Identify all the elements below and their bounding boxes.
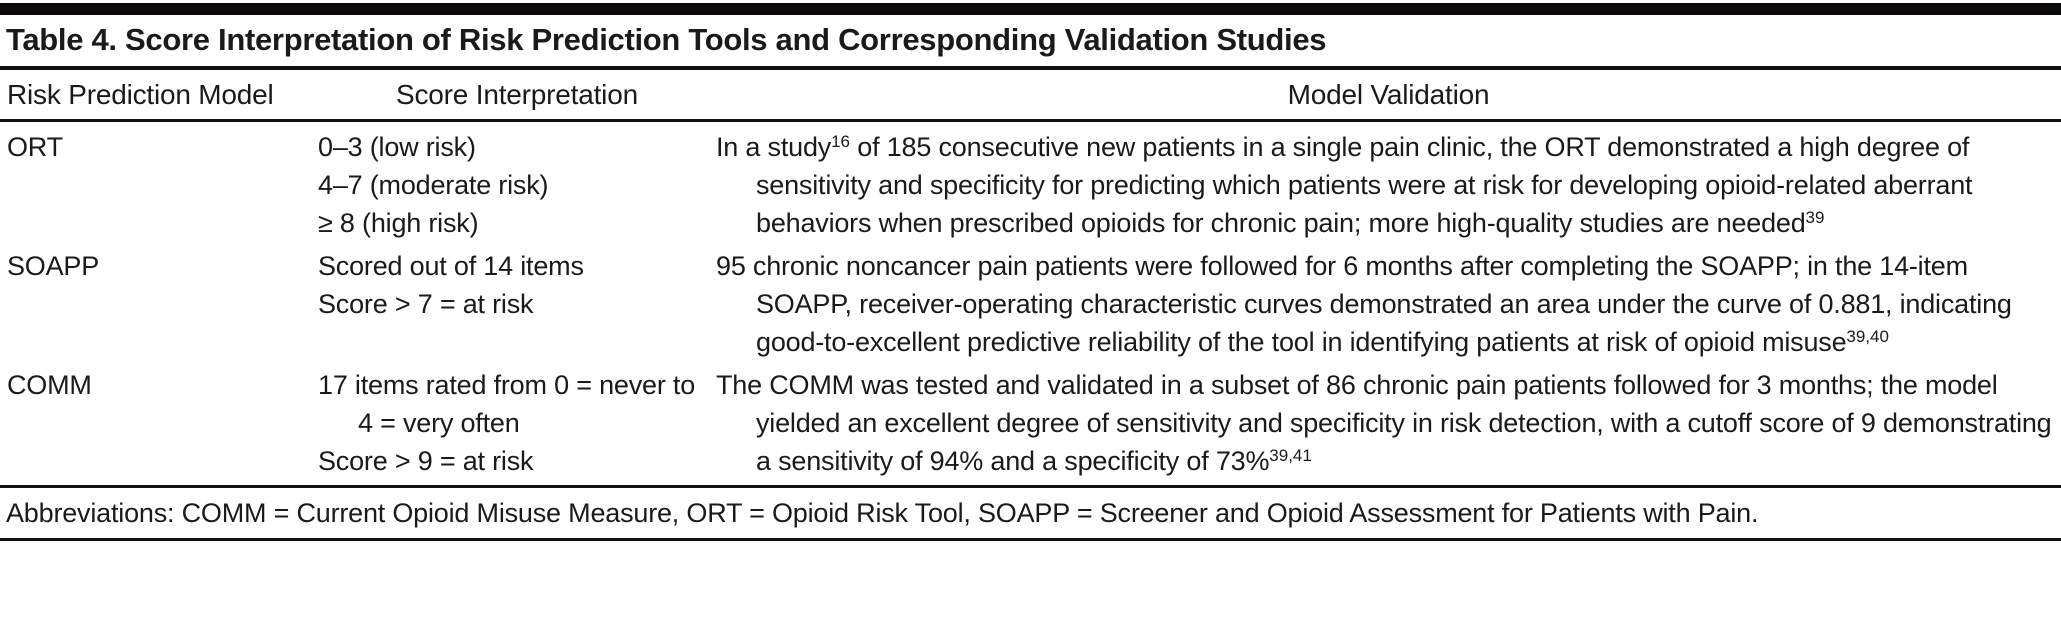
- validation-text: The COMM was tested and validated in a s…: [716, 370, 2052, 476]
- score-interpretation-cell: 17 items rated from 0 = never to 4 = ver…: [318, 366, 716, 485]
- top-rule: [0, 3, 2061, 15]
- score-item: 4–7 (moderate risk): [318, 170, 549, 200]
- score-interpretation-cell: 0–3 (low risk) 4–7 (moderate risk) ≥ 8 (hi…: [318, 121, 716, 248]
- table-row: ORT 0–3 (low risk) 4–7 (moderate risk) ≥ 8 …: [0, 121, 2061, 248]
- column-header-risk-prediction-model: Risk Prediction Model: [7, 79, 274, 110]
- column-header-model-validation: Model Validation: [1287, 79, 1490, 110]
- table-row: SOAPP Scored out of 14 items Score > 7 = a…: [0, 247, 2061, 366]
- model-validation-cell: 95 chronic noncancer pain patients were …: [716, 247, 2061, 366]
- score-item: Score > 7 = at risk: [318, 289, 534, 319]
- header-row: Risk Prediction Model Score Interpretati…: [0, 70, 2061, 121]
- reference-superscript: 39,41: [1269, 445, 1312, 465]
- bottom-rule: [0, 538, 2061, 541]
- title-rule: [0, 66, 2061, 70]
- model-validation-cell: In a study16 of 185 consecutive new pati…: [716, 121, 2061, 248]
- validation-text: In a study16 of 185 consecutive new pati…: [716, 131, 1973, 238]
- model-validation-cell: The COMM was tested and validated in a s…: [716, 366, 2061, 485]
- score-item: ≥ 8 (high risk): [318, 208, 479, 238]
- table-title: Table 4. Score Interpretation of Risk Pr…: [6, 22, 1327, 57]
- score-item: 17 items rated from 0 = never to 4 = ver…: [318, 370, 696, 438]
- abbreviations-footnote: Abbreviations: COMM = Current Opioid Mis…: [6, 498, 1759, 528]
- model-cell: ORT: [7, 132, 63, 162]
- reference-superscript: 39: [1805, 207, 1825, 227]
- table-header: Risk Prediction Model Score Interpretati…: [0, 70, 2061, 121]
- table-body: ORT 0–3 (low risk) 4–7 (moderate risk) ≥ 8 …: [0, 121, 2061, 486]
- model-cell: SOAPP: [7, 251, 100, 281]
- footnote-rule: [0, 485, 2061, 488]
- score-interpretation-cell: Scored out of 14 items Score > 7 = at ris…: [318, 247, 716, 366]
- score-item: Score > 9 = at risk: [318, 446, 534, 476]
- validation-text: 95 chronic noncancer pain patients were …: [716, 251, 2012, 357]
- score-item: 0–3 (low risk): [318, 132, 476, 162]
- reference-superscript: 39,40: [1846, 326, 1889, 346]
- table-row: COMM 17 items rated from 0 = never to 4 =…: [0, 366, 2061, 485]
- model-cell: COMM: [7, 370, 92, 400]
- column-header-score-interpretation: Score Interpretation: [396, 79, 638, 110]
- risk-prediction-table: Risk Prediction Model Score Interpretati…: [0, 70, 2061, 485]
- score-item: Scored out of 14 items: [318, 251, 584, 281]
- reference-superscript: 16: [831, 131, 850, 151]
